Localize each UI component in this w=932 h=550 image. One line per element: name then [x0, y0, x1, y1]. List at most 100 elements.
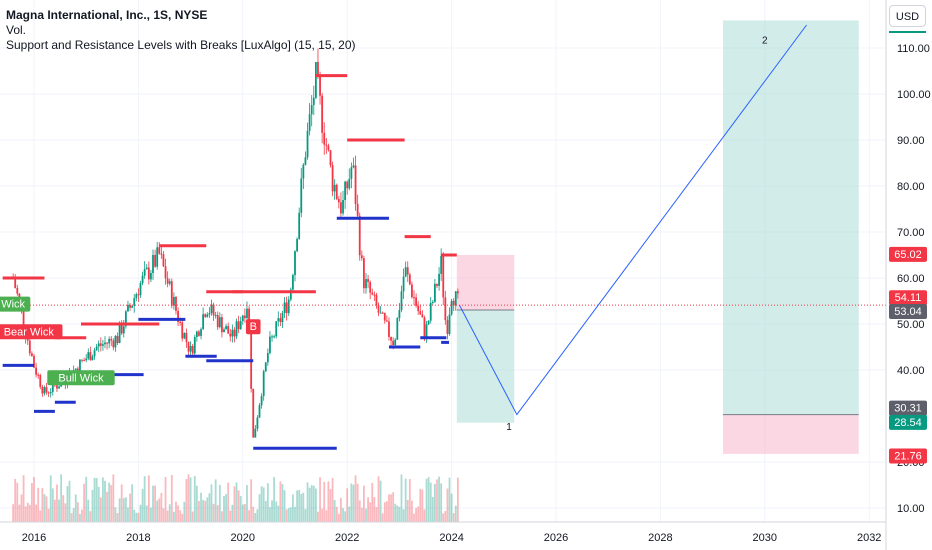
indicator-legend[interactable]: Support and Resistance Levels with Break…: [6, 38, 356, 52]
candle-body: [112, 340, 115, 348]
volume-bar: [333, 499, 336, 522]
volume-bar: [346, 488, 349, 522]
volume-bar: [329, 489, 332, 522]
volume-bar: [277, 505, 280, 522]
candle-body: [177, 310, 179, 322]
candle-body: [58, 386, 60, 389]
candlesticks: [12, 48, 459, 438]
volume-bar: [102, 477, 104, 522]
candle-body: [415, 297, 418, 306]
candle-body: [365, 279, 367, 289]
y-tick-label: 50.00: [897, 319, 925, 331]
y-tick-label: 40.00: [897, 365, 925, 377]
volume-bar: [285, 509, 288, 522]
volume-bar: [352, 484, 355, 522]
candle-body: [411, 284, 413, 298]
candle-body: [390, 336, 392, 341]
candle-body: [95, 346, 98, 351]
candle-body: [400, 291, 403, 311]
candle-body: [187, 341, 190, 352]
volume-bar: [20, 494, 23, 522]
volume-bar: [348, 506, 351, 522]
candle-body: [154, 254, 157, 267]
candle-body: [202, 314, 205, 330]
volume-bar: [164, 477, 167, 522]
volume-bar: [456, 477, 459, 522]
candle-body: [304, 157, 307, 165]
volume-bar: [296, 490, 298, 522]
x-tick-label: 2024: [439, 532, 463, 544]
volume-bar: [246, 485, 248, 522]
volume-bar: [56, 484, 58, 522]
volume-bar: [122, 498, 125, 522]
volume-bar: [202, 499, 205, 522]
candle-body: [216, 315, 219, 328]
candle-body: [269, 336, 271, 354]
volume-bar: [394, 503, 397, 522]
bull-wick-label-bg: [0, 296, 31, 312]
position-boxes[interactable]: [456, 20, 859, 454]
candle-body: [321, 95, 324, 133]
volume-legend[interactable]: Vol.: [6, 23, 27, 37]
candle-body: [102, 344, 104, 346]
y-tick-label: 110.00: [897, 43, 930, 55]
bear-wick-label-bg: [0, 324, 63, 340]
candle-body: [406, 267, 409, 275]
x-tick-label: 2018: [126, 532, 150, 544]
support-resistance-levels: [0, 74, 886, 450]
volume-bar: [227, 482, 230, 522]
volume-bar: [411, 500, 413, 522]
candle-body: [456, 291, 459, 294]
volume-bar: [177, 505, 179, 522]
volume-bar: [400, 474, 403, 522]
candle-body: [452, 300, 455, 306]
candle-body: [41, 386, 44, 394]
volume-bar: [275, 501, 278, 522]
volume-bar: [83, 483, 86, 522]
candle-body: [277, 318, 280, 322]
projection-path[interactable]: 12: [458, 24, 807, 433]
volume-bar: [271, 500, 273, 522]
volume-bar: [43, 494, 46, 522]
x-tick-label: 2030: [753, 532, 777, 544]
candle-body: [392, 340, 395, 345]
volume-bar: [298, 489, 301, 522]
price-tag-bg: [889, 290, 927, 306]
candle-body: [241, 315, 244, 322]
candle-body: [398, 310, 401, 319]
candle-body: [440, 256, 443, 274]
bear-wick-label-bg: [245, 319, 261, 335]
volume-bar: [28, 504, 31, 522]
candle-body: [99, 343, 102, 346]
candle-body: [85, 358, 88, 361]
candle-body: [166, 278, 169, 284]
volume-bar: [129, 493, 131, 522]
candle-body: [150, 273, 152, 280]
volume-bar: [429, 482, 432, 522]
candle-body: [331, 165, 334, 192]
volume-bar: [243, 504, 246, 522]
volume-bar: [49, 475, 52, 522]
volume-bar: [233, 486, 236, 522]
candle-body: [258, 405, 261, 418]
price-tag: 28.54: [894, 417, 922, 429]
volume-bar: [160, 492, 163, 522]
volume-bar: [118, 498, 121, 522]
price-tag: 53.04: [894, 306, 922, 318]
volume-bar: [85, 476, 88, 522]
symbol-title[interactable]: Magna International, Inc., 1S, NYSE: [6, 8, 208, 22]
candle-body: [49, 391, 52, 394]
candle-body: [31, 353, 33, 356]
candle-body: [83, 360, 86, 362]
candle-body: [47, 392, 50, 394]
volume-bar: [454, 505, 457, 522]
candle-body: [104, 342, 106, 345]
candle-body: [223, 329, 225, 333]
candle-body: [43, 387, 46, 394]
volume-bar: [381, 513, 384, 522]
candle-body: [448, 314, 451, 334]
candle-body: [373, 294, 376, 296]
currency-button[interactable]: USD: [889, 5, 926, 27]
volume-bar: [452, 513, 455, 522]
